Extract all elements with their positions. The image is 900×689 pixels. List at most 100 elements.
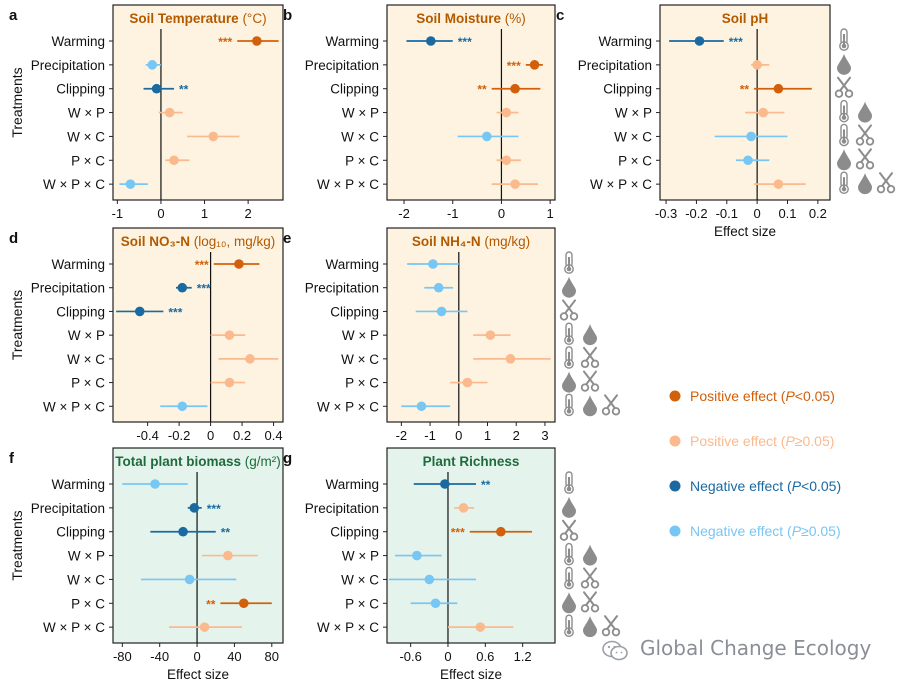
scissors-handle (580, 383, 590, 392)
panel-frame (112, 4, 284, 201)
scissors-handle (611, 627, 621, 637)
drop-shape (837, 53, 852, 75)
treatment-label: W × C (67, 129, 105, 144)
thermometer-mercury (568, 351, 570, 363)
treatment-label: W × C (614, 129, 652, 144)
treatment-label: Clipping (603, 82, 652, 97)
scissors-blade (860, 124, 872, 140)
panel-title-unit: (mg/kg) (481, 234, 531, 249)
panel-title: Total plant biomass (g/m²) (115, 454, 281, 469)
effect-point (773, 179, 784, 189)
panel-letter: b (283, 7, 292, 24)
treatment-label: W × P × C (317, 399, 379, 414)
treatment-label: Warming (51, 257, 105, 272)
panel-background (113, 5, 283, 200)
treatment-label: Clipping (330, 82, 379, 97)
panel-frame (386, 447, 556, 644)
panel-title-main: Soil Moisture (416, 11, 501, 26)
effect-point (501, 107, 512, 118)
significance-stars: *** (197, 282, 211, 296)
x-tick-label: -2 (396, 428, 408, 443)
legend-label: Positive effect (P≥0.05) (690, 433, 834, 449)
scissors-blade (606, 615, 618, 631)
significance-stars: *** (507, 59, 521, 73)
effect-point (169, 155, 179, 166)
x-tick-label: 0.2 (233, 428, 251, 443)
effect-point (147, 60, 158, 70)
treatment-label: Clipping (56, 304, 105, 319)
treatment-label: Precipitation (31, 58, 105, 73)
treatment-label: W × C (341, 572, 379, 587)
thermometer-bulb-fill (566, 486, 572, 492)
treatment-label: P × C (345, 376, 379, 391)
scissors-handle (886, 184, 896, 194)
thermometer-bulb-fill (566, 361, 572, 367)
scissors-blade (585, 591, 597, 607)
thermometer-bulb-fill (841, 43, 847, 49)
significance-stars: ** (477, 83, 487, 97)
treatment-icons (839, 99, 873, 123)
scissors-blade (881, 172, 893, 188)
x-tick-label: 0 (207, 428, 214, 443)
thermometer-bulb-fill (841, 115, 847, 120)
thermometer-mercury (568, 257, 570, 268)
scissors-handle (580, 604, 590, 613)
x-tick-label: -1 (424, 428, 436, 443)
effect-point (184, 574, 195, 585)
treatment-label: P × C (71, 596, 105, 611)
panel-background (660, 5, 830, 200)
scissors-blade (585, 346, 597, 362)
thermometer-bulb-fill (566, 582, 572, 587)
effect-point (758, 107, 769, 118)
treatment-icons (564, 542, 597, 566)
treatment-label: Warming (598, 34, 652, 49)
effect-point (426, 36, 436, 46)
thermometer-mercury (568, 548, 570, 560)
treatment-label: Warming (51, 477, 105, 492)
treatment-icons (837, 53, 852, 75)
y-axis-title: Treatments (9, 67, 25, 137)
x-tick-label: 0.4 (265, 428, 283, 443)
x-tick-label: 2 (513, 428, 520, 443)
panel-c: Soil pH c -0.3 -0.2 -0.1 0 0.1 0.2 Effect size Wa… (556, 4, 896, 239)
treatment-label: W × P × C (590, 177, 652, 192)
effect-point (482, 131, 492, 142)
panel-g: Plant Richness g -0.6 0 0.6 1.2 Effect size War… (283, 447, 621, 682)
significance-stars: ** (179, 83, 189, 97)
panel-title-unit: (°C) (239, 11, 267, 26)
thermometer-mercury (843, 177, 845, 189)
x-tick-label: -0.4 (136, 428, 158, 443)
scissors-blade (562, 299, 574, 315)
scissors-handle (559, 312, 569, 321)
panel-frame (112, 227, 284, 423)
treatment-icons (837, 148, 875, 171)
scissors-handle (834, 89, 844, 98)
treatment-label: Precipitation (305, 501, 379, 516)
drop-shape (858, 173, 873, 195)
significance-stars: *** (218, 35, 232, 49)
treatment-label: P × C (345, 596, 379, 611)
x-tick-label: 0.2 (809, 206, 827, 221)
x-tick-label: 0 (444, 649, 451, 664)
effect-point (199, 622, 210, 632)
x-tick-label: -80 (113, 649, 132, 664)
thermometer-bulb-fill (566, 558, 572, 563)
legend-label: Positive effect (P<0.05) (690, 388, 835, 404)
panel-title-main: Plant Richness (423, 454, 520, 469)
scissors-blade (606, 394, 618, 410)
panel-frame (112, 447, 284, 644)
panel-title: Soil NH₄-N (mg/kg) (412, 234, 530, 249)
x-tick-label: -2 (398, 206, 410, 221)
scissors-handle (855, 161, 865, 170)
treatment-icons (564, 614, 621, 638)
effect-point (424, 574, 435, 585)
effect-point (224, 330, 235, 340)
x-tick-label: 3 (541, 428, 548, 443)
treatment-icons (562, 496, 576, 518)
drop-shape (858, 101, 873, 123)
treatment-label: W × P × C (317, 177, 379, 192)
treatment-label: Warming (325, 34, 379, 49)
scissors-handle (569, 312, 579, 321)
x-tick-label: 1 (484, 428, 491, 443)
